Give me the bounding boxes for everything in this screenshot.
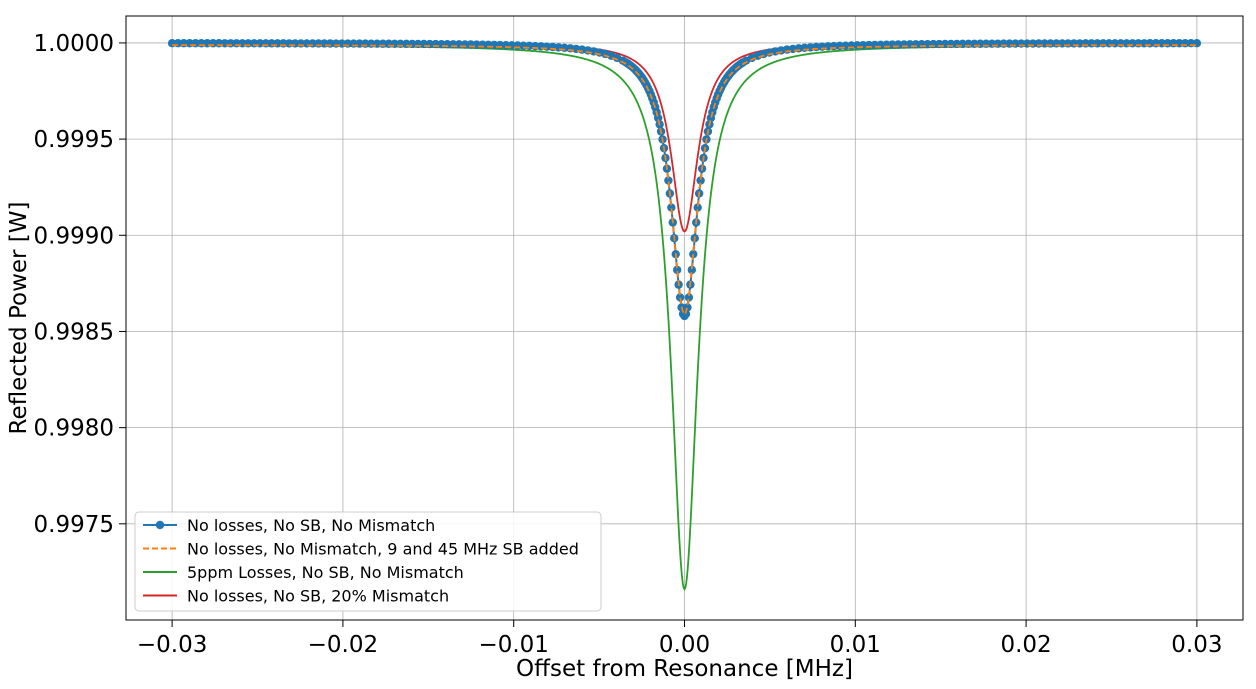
series-1-point (684, 293, 694, 302)
y-tick-label: 0.9995 (34, 127, 114, 153)
series-1-point (672, 265, 682, 275)
x-tick-label: 0.02 (1000, 632, 1051, 658)
legend-entry-2: No losses, No Mismatch, 9 and 45 MHz SB … (187, 540, 579, 559)
y-tick-label: 0.9975 (34, 512, 114, 538)
plot-series (167, 39, 1202, 592)
x-tick-label: −0.01 (478, 632, 548, 658)
legend-entry-4: No losses, No SB, 20% Mismatch (187, 587, 449, 606)
x-tick-label: −0.02 (308, 632, 378, 658)
legend-entry-3: 5ppm Losses, No SB, No Mismatch (187, 563, 464, 582)
x-axis-label: Offset from Resonance [MHz] (516, 656, 853, 682)
series-1-point (693, 203, 702, 212)
x-tick-label: 0.03 (1171, 632, 1222, 658)
series-1-point (664, 176, 673, 185)
legend: No losses, No SB, No Mismatch No losses, … (134, 511, 602, 612)
series-1-point (696, 176, 705, 185)
y-axis-label: Reflected Power [W] (6, 202, 32, 435)
y-tick-label: 1.0000 (34, 31, 114, 57)
legend-marker-1 (155, 520, 165, 530)
series-1-point (653, 113, 663, 123)
y-tick-label: 0.9990 (34, 223, 114, 249)
legend-entry-1: No losses, No SB, No Mismatch (187, 516, 435, 535)
x-tick-label: 0.01 (830, 632, 881, 658)
series-1-point (687, 265, 697, 275)
series-1-point (683, 303, 692, 312)
legend-box (134, 511, 602, 612)
series-1-point (675, 293, 685, 302)
x-tick-label: 0.00 (659, 632, 710, 658)
series-1-point (1192, 39, 1202, 48)
y-tick-label: 0.9985 (34, 319, 114, 345)
series-1-point (667, 203, 676, 212)
x-tick-label: −0.03 (137, 632, 207, 658)
y-tick-label: 0.9980 (34, 416, 114, 442)
axis-ticks: −0.03 −0.02 −0.01 0.00 0.01 0.02 0.03 0.9975 0.9… (34, 31, 1223, 658)
